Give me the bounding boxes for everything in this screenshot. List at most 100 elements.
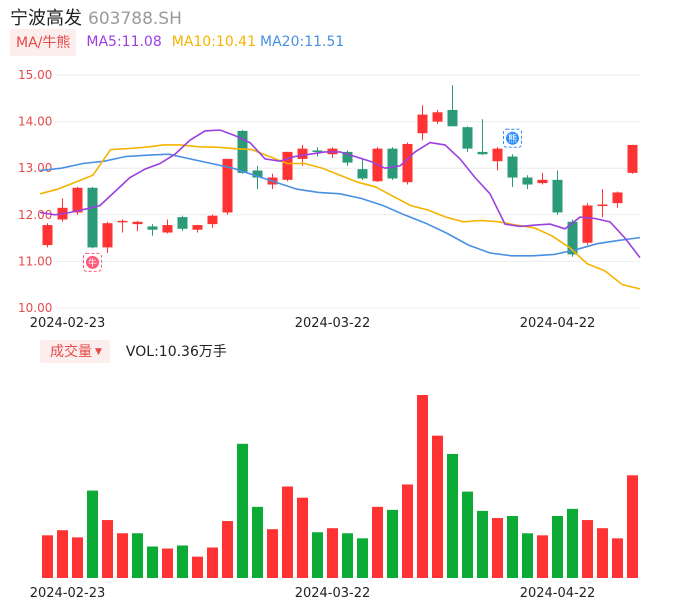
volume-bar [387,509,398,578]
volume-bar [357,538,368,578]
candle-body [597,204,608,207]
volume-bar [597,528,608,578]
candle-body [627,144,638,173]
candle-body [342,151,353,163]
candle-body [507,156,518,178]
candle-body [222,158,233,213]
candle-body [72,187,83,213]
caret-down-icon: ▼ [95,346,102,357]
bull-icon-glyph: 牛 [88,257,97,269]
volume-bar [432,435,443,578]
volume-bar [462,491,473,578]
bull-icon-frame [83,252,102,272]
candle-body [147,226,158,230]
candle-body [237,130,248,173]
volume-bar [537,535,548,578]
volume-bar [237,443,248,578]
candle-body [207,215,218,225]
bear-icon-frame [503,128,522,148]
ma10-line [39,144,641,290]
ma5-line [39,129,641,259]
candle-body [177,217,188,229]
ma-indicator-tab[interactable]: MA/牛熊 [10,28,77,56]
volume-bar [132,533,143,578]
price-tick-label: 10.00 [18,301,52,315]
volume-bar [567,508,578,578]
bear-icon-glyph: 熊 [508,133,517,145]
volume-bar [57,530,68,578]
ma20-label: MA20:11.51 [260,34,345,50]
candle-body [582,205,593,243]
volume-indicator-tab[interactable]: 成交量 ▼ [40,339,110,363]
volume-bar [42,535,53,578]
candle-body [42,225,53,246]
ma20-line [39,153,641,257]
volume-bar [372,506,383,578]
volume-bar [627,475,638,578]
stock-header: 宁波高发 603788.SH [10,4,182,29]
candle-body [192,225,203,230]
candle-body [297,148,308,159]
price-tick-label: 14.00 [18,115,52,129]
volume-bar [147,546,158,578]
ma5-label: MA5:11.08 [86,34,162,50]
candle-body [552,179,563,213]
date-tick-label: 2024-03-22 [295,316,371,331]
ma-legend: MA/牛熊 MA5:11.08 MA10:10.41 MA20:11.51 [10,28,345,56]
candle-body [312,150,323,152]
volume-bar [402,484,413,578]
volume-bar [102,520,113,578]
volume-bar [177,545,188,578]
candle-body [417,114,428,134]
volume-bar [477,510,488,578]
candle-body [447,109,458,127]
bear-icon [506,131,519,145]
price-tick-label: 11.00 [18,254,52,268]
candle-body [612,192,623,204]
volume-tab-label: 成交量 [50,343,92,360]
candle-body [432,112,443,122]
volume-bar [612,538,623,578]
candle-body [402,143,413,183]
volume-bar [297,497,308,578]
volume-bar [72,537,83,578]
volume-bar [162,548,173,578]
candle-body [102,223,113,248]
volume-bar [582,520,593,578]
price-tick-label: 15.00 [18,68,52,82]
volume-bar [552,515,563,578]
candle-body [387,148,398,179]
volume-bar [522,533,533,578]
candle-body [252,170,263,178]
volume-bar [207,547,218,578]
price-tick-label: 12.00 [18,208,52,222]
volume-bar [492,518,503,578]
volume-bar [342,533,353,578]
volume-legend: 成交量 ▼ VOL:10.36万手 [40,339,227,363]
volume-bar [447,453,458,578]
candle-body [567,221,578,255]
volume-bar [282,486,293,578]
ma10-label: MA10:10.41 [171,34,257,50]
volume-date-tick-label: 2024-03-22 [295,586,371,601]
date-tick-label: 2024-02-23 [30,316,106,331]
candle-body [537,179,548,184]
volume-bar [312,532,323,578]
date-tick-label: 2024-04-22 [520,316,596,331]
candle-body [492,148,503,162]
candle-body [462,127,473,149]
volume-bar [117,533,128,578]
volume-bar [252,506,263,578]
volume-bar [507,515,518,578]
candle-body [522,177,533,185]
volume-bar [417,395,428,578]
volume-date-tick-label: 2024-02-23 [30,586,106,601]
stock-code: 603788.SH [88,9,182,29]
price-tick-label: 13.00 [18,161,52,175]
candle-body [282,151,293,180]
volume-bar [87,490,98,578]
candle-body [132,221,143,225]
candle-body [477,151,488,155]
volume-value: VOL:10.36万手 [125,344,227,360]
